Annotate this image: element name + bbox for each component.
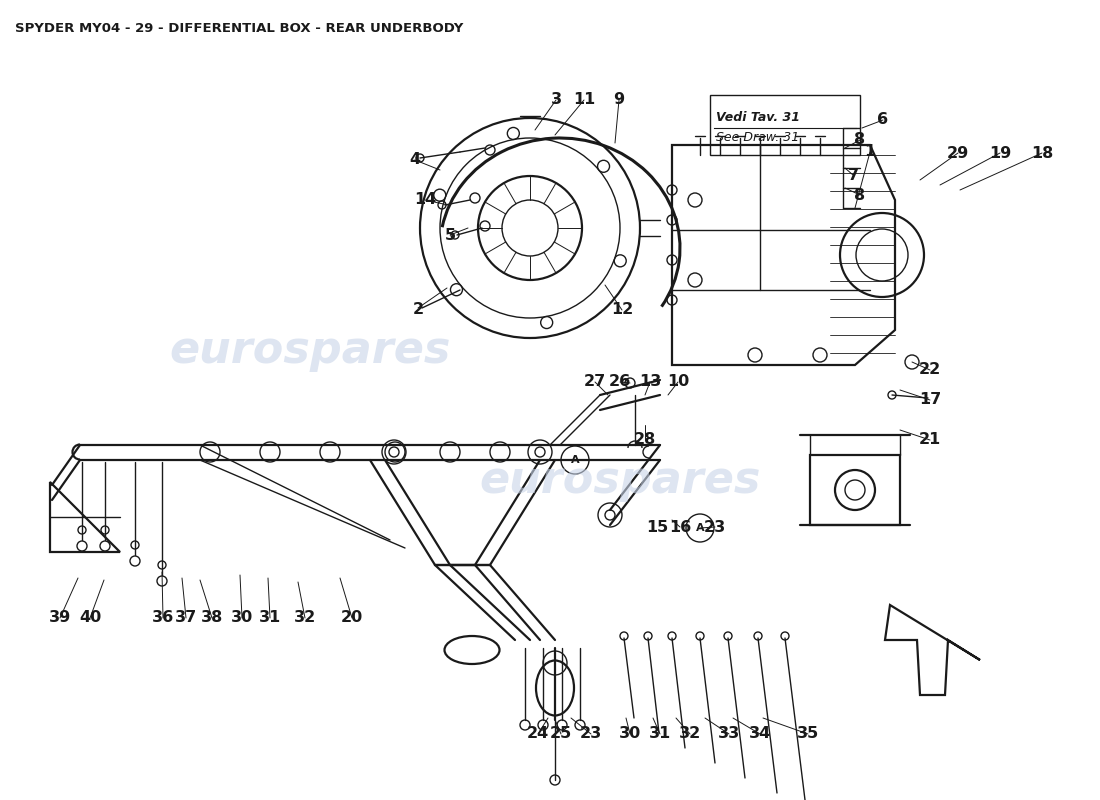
Text: 38: 38 [201, 610, 223, 626]
Text: 30: 30 [231, 610, 253, 626]
Text: 24: 24 [527, 726, 549, 742]
Text: See Draw. 31: See Draw. 31 [716, 131, 800, 144]
Text: 37: 37 [175, 610, 197, 626]
Text: 22: 22 [918, 362, 942, 378]
Text: 9: 9 [614, 93, 625, 107]
Text: 16: 16 [669, 519, 691, 534]
Text: 33: 33 [718, 726, 740, 742]
Text: A: A [571, 455, 580, 465]
Text: 23: 23 [704, 519, 726, 534]
Text: 15: 15 [646, 519, 668, 534]
Text: 14: 14 [414, 193, 436, 207]
Text: 25: 25 [550, 726, 572, 742]
Text: 8: 8 [855, 187, 866, 202]
Text: 23: 23 [580, 726, 602, 742]
Bar [710, 95, 860, 155]
Text: 28: 28 [634, 433, 656, 447]
Text: 31: 31 [258, 610, 282, 626]
Text: 32: 32 [294, 610, 316, 626]
Text: 26: 26 [609, 374, 631, 390]
Text: 20: 20 [341, 610, 363, 626]
Text: 7: 7 [847, 167, 859, 182]
Text: 13: 13 [639, 374, 661, 390]
Text: 3: 3 [550, 93, 562, 107]
Text: 29: 29 [947, 146, 969, 161]
Text: 5: 5 [444, 227, 455, 242]
Text: 34: 34 [749, 726, 771, 742]
Text: 11: 11 [573, 93, 595, 107]
Text: 21: 21 [918, 433, 942, 447]
Text: 36: 36 [152, 610, 174, 626]
Text: 32: 32 [679, 726, 701, 742]
Text: 19: 19 [989, 146, 1011, 161]
Text: 4: 4 [409, 153, 420, 167]
Text: 27: 27 [584, 374, 606, 390]
Text: eurospares: eurospares [169, 329, 451, 371]
Text: 35: 35 [796, 726, 820, 742]
Text: 18: 18 [1031, 146, 1053, 161]
Text: eurospares: eurospares [480, 458, 761, 502]
Text: SPYDER MY04 - 29 - DIFFERENTIAL BOX - REAR UNDERBODY: SPYDER MY04 - 29 - DIFFERENTIAL BOX - RE… [15, 22, 463, 35]
Text: 2: 2 [412, 302, 424, 318]
Text: 8: 8 [855, 133, 866, 147]
Text: 39: 39 [48, 610, 72, 626]
Text: 6: 6 [878, 113, 889, 127]
Text: 12: 12 [610, 302, 634, 318]
Text: 31: 31 [649, 726, 671, 742]
Text: 40: 40 [79, 610, 101, 626]
Text: 30: 30 [619, 726, 641, 742]
Text: 17: 17 [918, 393, 942, 407]
Text: 10: 10 [667, 374, 689, 390]
Text: 1: 1 [865, 145, 876, 159]
Text: Vedi Tav. 31: Vedi Tav. 31 [716, 111, 800, 124]
Text: A: A [695, 523, 704, 533]
